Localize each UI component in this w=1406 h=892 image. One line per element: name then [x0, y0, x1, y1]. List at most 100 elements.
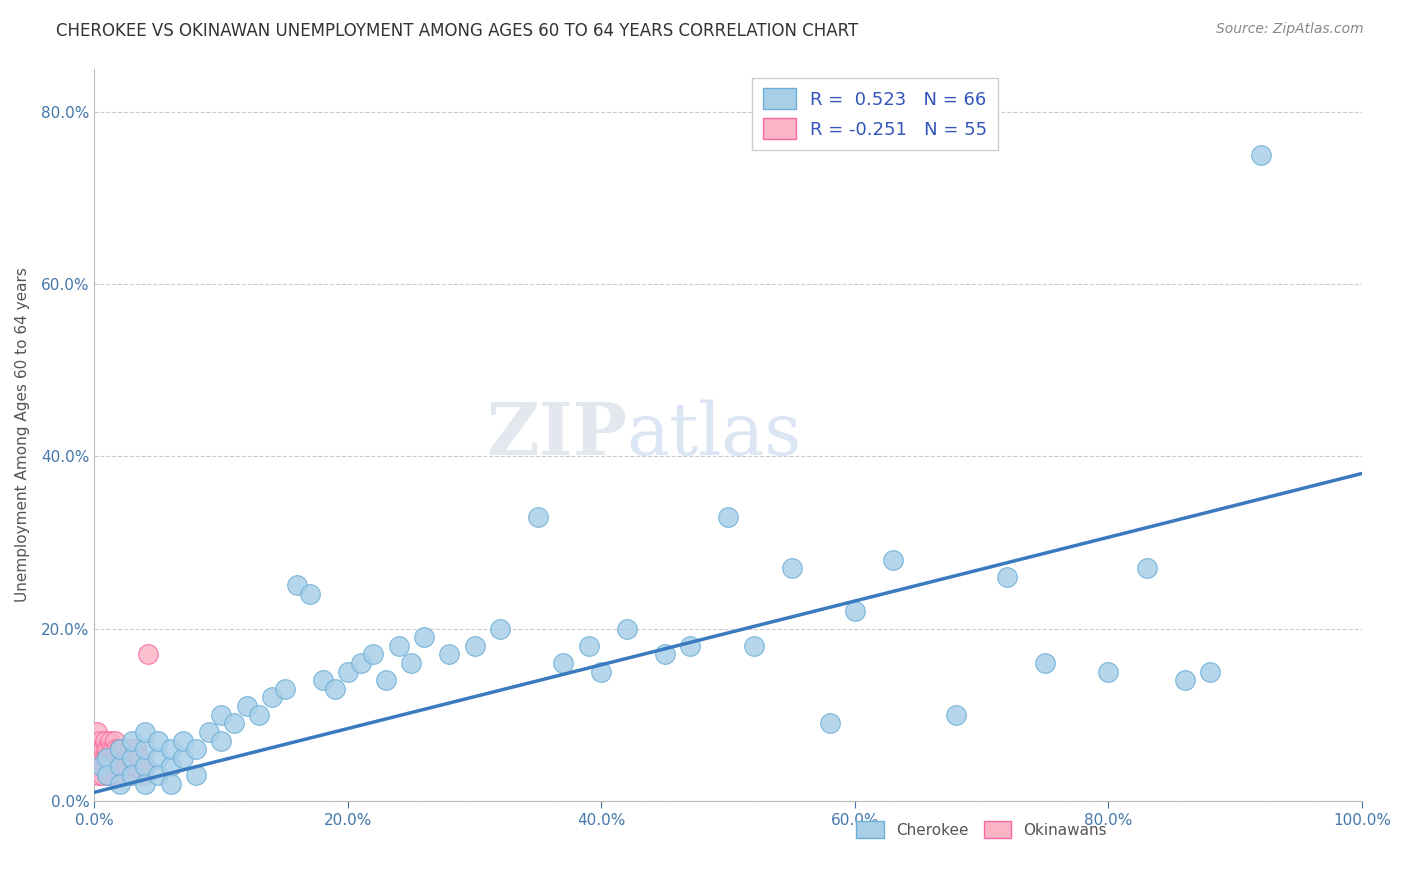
Point [260, 690, 283, 705]
Point [91, 768, 114, 782]
Point [197, 725, 219, 739]
Point [136, 648, 159, 662]
Point [1135, 561, 1157, 575]
Point [285, 578, 308, 592]
Text: Source: ZipAtlas.com: Source: ZipAtlas.com [1216, 22, 1364, 37]
Point [101, 751, 124, 765]
Point [780, 561, 803, 575]
Point [654, 648, 676, 662]
Point [742, 639, 765, 653]
Point [121, 733, 143, 747]
Point [311, 673, 333, 688]
Point [323, 681, 346, 696]
Point [363, 648, 385, 662]
Point [1199, 665, 1222, 679]
Y-axis label: Unemployment Among Ages 60 to 64 years: Unemployment Among Ages 60 to 64 years [15, 268, 30, 602]
Point [107, 742, 129, 756]
Point [159, 742, 181, 756]
Point [134, 759, 156, 773]
Point [93, 751, 115, 765]
Point [401, 656, 423, 670]
Point [96, 751, 118, 765]
Point [717, 509, 740, 524]
Point [578, 639, 600, 653]
Point [91, 751, 114, 765]
Point [94, 742, 117, 756]
Point [184, 742, 207, 756]
Point [125, 742, 148, 756]
Point [89, 751, 111, 765]
Point [108, 751, 131, 765]
Point [146, 768, 169, 782]
Point [111, 751, 134, 765]
Point [118, 751, 141, 765]
Point [114, 768, 136, 782]
Text: atlas: atlas [627, 400, 803, 470]
Legend: Cherokee, Okinawans: Cherokee, Okinawans [851, 814, 1114, 845]
Point [124, 759, 146, 773]
Point [108, 777, 131, 791]
Point [105, 759, 128, 773]
Point [103, 742, 125, 756]
Point [104, 751, 127, 765]
Point [103, 759, 125, 773]
Point [118, 742, 141, 756]
Point [121, 768, 143, 782]
Point [209, 707, 232, 722]
Point [159, 777, 181, 791]
Point [350, 656, 373, 670]
Point [97, 759, 120, 773]
Point [235, 699, 257, 714]
Point [336, 665, 359, 679]
Point [110, 759, 132, 773]
Point [1097, 665, 1119, 679]
Point [86, 725, 108, 739]
Point [117, 759, 139, 773]
Point [882, 552, 904, 566]
Point [115, 751, 138, 765]
Point [616, 622, 638, 636]
Point [172, 733, 194, 747]
Point [489, 622, 512, 636]
Point [105, 768, 128, 782]
Point [134, 725, 156, 739]
Point [93, 742, 115, 756]
Point [184, 768, 207, 782]
Point [172, 751, 194, 765]
Point [273, 681, 295, 696]
Point [1250, 147, 1272, 161]
Point [96, 751, 118, 765]
Point [591, 665, 613, 679]
Point [222, 716, 245, 731]
Point [527, 509, 550, 524]
Point [413, 630, 436, 644]
Point [146, 751, 169, 765]
Point [298, 587, 321, 601]
Point [96, 768, 118, 782]
Point [1033, 656, 1056, 670]
Point [94, 759, 117, 773]
Point [87, 768, 110, 782]
Point [108, 742, 131, 756]
Point [84, 751, 107, 765]
Point [121, 751, 143, 765]
Point [844, 604, 866, 618]
Point [93, 733, 115, 747]
Point [90, 759, 112, 773]
Point [247, 707, 270, 722]
Point [134, 742, 156, 756]
Point [90, 759, 112, 773]
Point [96, 768, 118, 782]
Point [93, 759, 115, 773]
Point [121, 751, 143, 765]
Point [159, 759, 181, 773]
Point [98, 751, 121, 765]
Point [104, 733, 127, 747]
Point [818, 716, 841, 731]
Point [100, 742, 122, 756]
Point [134, 759, 156, 773]
Point [128, 751, 150, 765]
Point [553, 656, 575, 670]
Point [120, 768, 142, 782]
Text: CHEROKEE VS OKINAWAN UNEMPLOYMENT AMONG AGES 60 TO 64 YEARS CORRELATION CHART: CHEROKEE VS OKINAWAN UNEMPLOYMENT AMONG … [56, 22, 859, 40]
